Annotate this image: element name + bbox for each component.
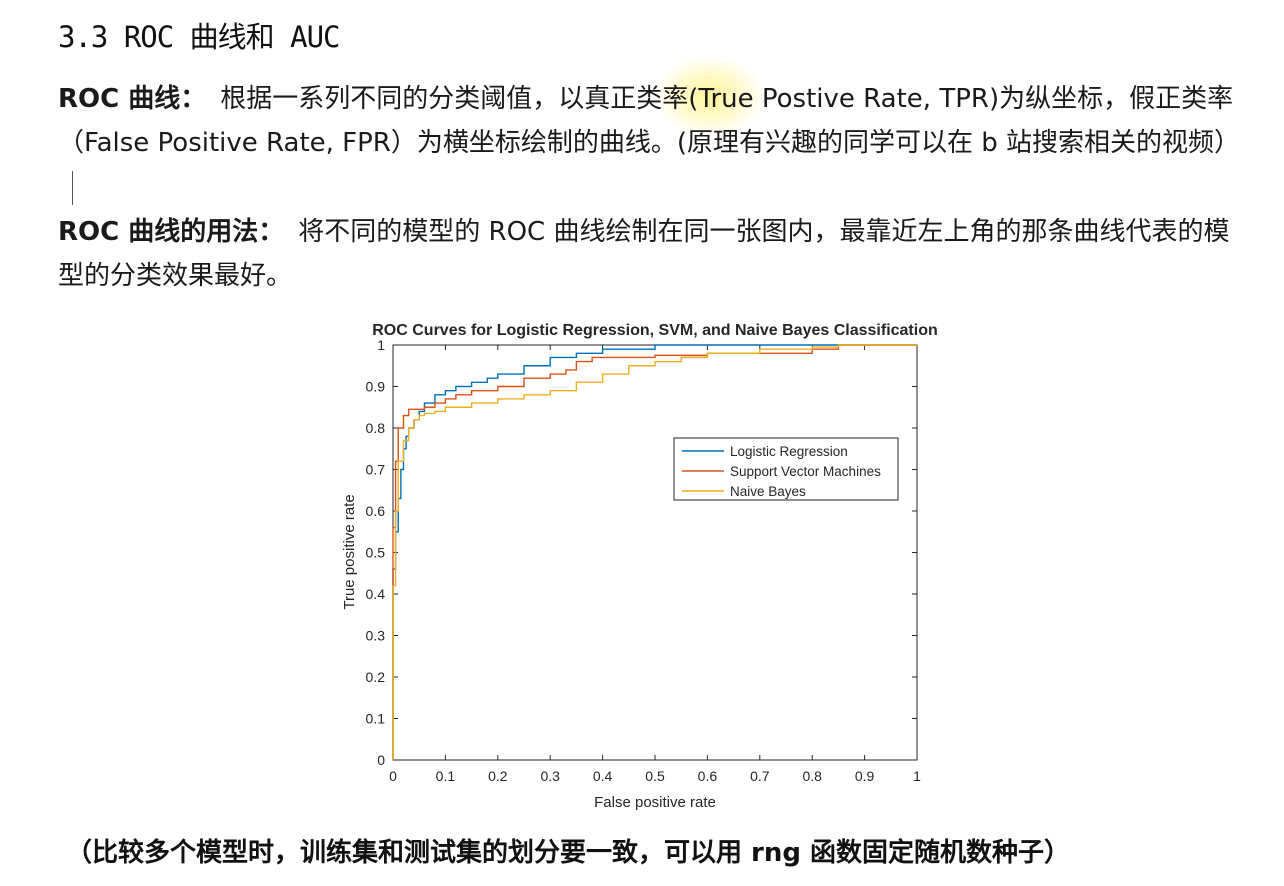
x-tick-label: 0 <box>389 768 397 784</box>
axis-ticks: 0 0.1 0.2 0.3 0.4 0.5 0.6 0.7 0.8 0.9 1 0 0.1 0.2 0.3 0… <box>366 337 922 784</box>
y-tick-label: 0.2 <box>366 669 386 685</box>
x-tick-label: 0.2 <box>488 768 508 784</box>
y-tick-label: 0 <box>377 752 385 768</box>
roc-usage-text: 将不同的模型的 ROC 曲线绘制在同一张图内，最靠近左上角的那条曲线代表的模型的… <box>58 217 1230 291</box>
chart-title: ROC Curves for Logistic Regression, SVM,… <box>372 322 938 339</box>
y-tick-label: 0.6 <box>366 503 386 519</box>
roc-usage-paragraph: ROC 曲线的用法： 将不同的模型的 ROC 曲线绘制在同一张图内，最靠近左上角的… <box>58 210 1248 298</box>
legend-label-support-vector-machines: Support Vector Machines <box>730 464 881 479</box>
x-tick-label: 0.6 <box>698 768 718 784</box>
x-axis-label: False positive rate <box>594 794 716 811</box>
legend: Logistic Regression Support Vector Machin… <box>673 437 899 501</box>
legend-label-naive-bayes: Naive Bayes <box>730 484 806 499</box>
series-line-support-vector-machines <box>392 344 917 760</box>
text-cursor <box>72 170 73 205</box>
legend-label-logistic-regression: Logistic Regression <box>730 444 848 459</box>
y-tick-label: 0.3 <box>366 628 386 644</box>
section-heading: 3.3 ROC 曲线和 AUC <box>58 20 341 54</box>
roc-usage-label: ROC 曲线的用法： <box>58 217 285 247</box>
x-tick-label: 0.5 <box>645 768 665 784</box>
x-tick-label: 0.9 <box>855 768 875 784</box>
x-tick-label: 0.4 <box>593 768 613 784</box>
y-tick-label: 0.9 <box>366 379 386 395</box>
x-tick-label: 0.8 <box>802 768 822 784</box>
x-tick-label: 1 <box>913 768 921 784</box>
legend-box <box>673 437 899 501</box>
y-tick-label: 1 <box>377 337 385 353</box>
y-axis-label: True positive rate <box>341 494 358 609</box>
x-tick-label: 0.3 <box>540 768 560 784</box>
x-tick-label: 0.1 <box>436 768 456 784</box>
y-tick-label: 0.8 <box>366 420 386 436</box>
y-tick-label: 0.1 <box>366 711 386 727</box>
x-tick-label: 0.7 <box>750 768 770 784</box>
roc-definition-label: ROC 曲线： <box>58 84 207 114</box>
roc-chart: ROC Curves for Logistic Regression, SVM,… <box>341 322 938 811</box>
series-line-logistic-regression <box>392 344 917 760</box>
series-lines <box>392 344 917 760</box>
roc-definition-paragraph: ROC 曲线： 根据一系列不同的分类阈值，以真正类率(True Postive R… <box>58 77 1248 209</box>
y-tick-label: 0.7 <box>366 462 386 478</box>
y-tick-label: 0.4 <box>366 586 386 602</box>
series-line-naive-bayes <box>392 344 917 760</box>
footnote: （比较多个模型时，训练集和测试集的划分要一致，可以用 rng 函数固定随机数种子… <box>66 838 1071 868</box>
roc-definition-text: 根据一系列不同的分类阈值，以真正类率(True Postive Rate, TP… <box>58 84 1241 158</box>
y-tick-label: 0.5 <box>366 545 386 561</box>
